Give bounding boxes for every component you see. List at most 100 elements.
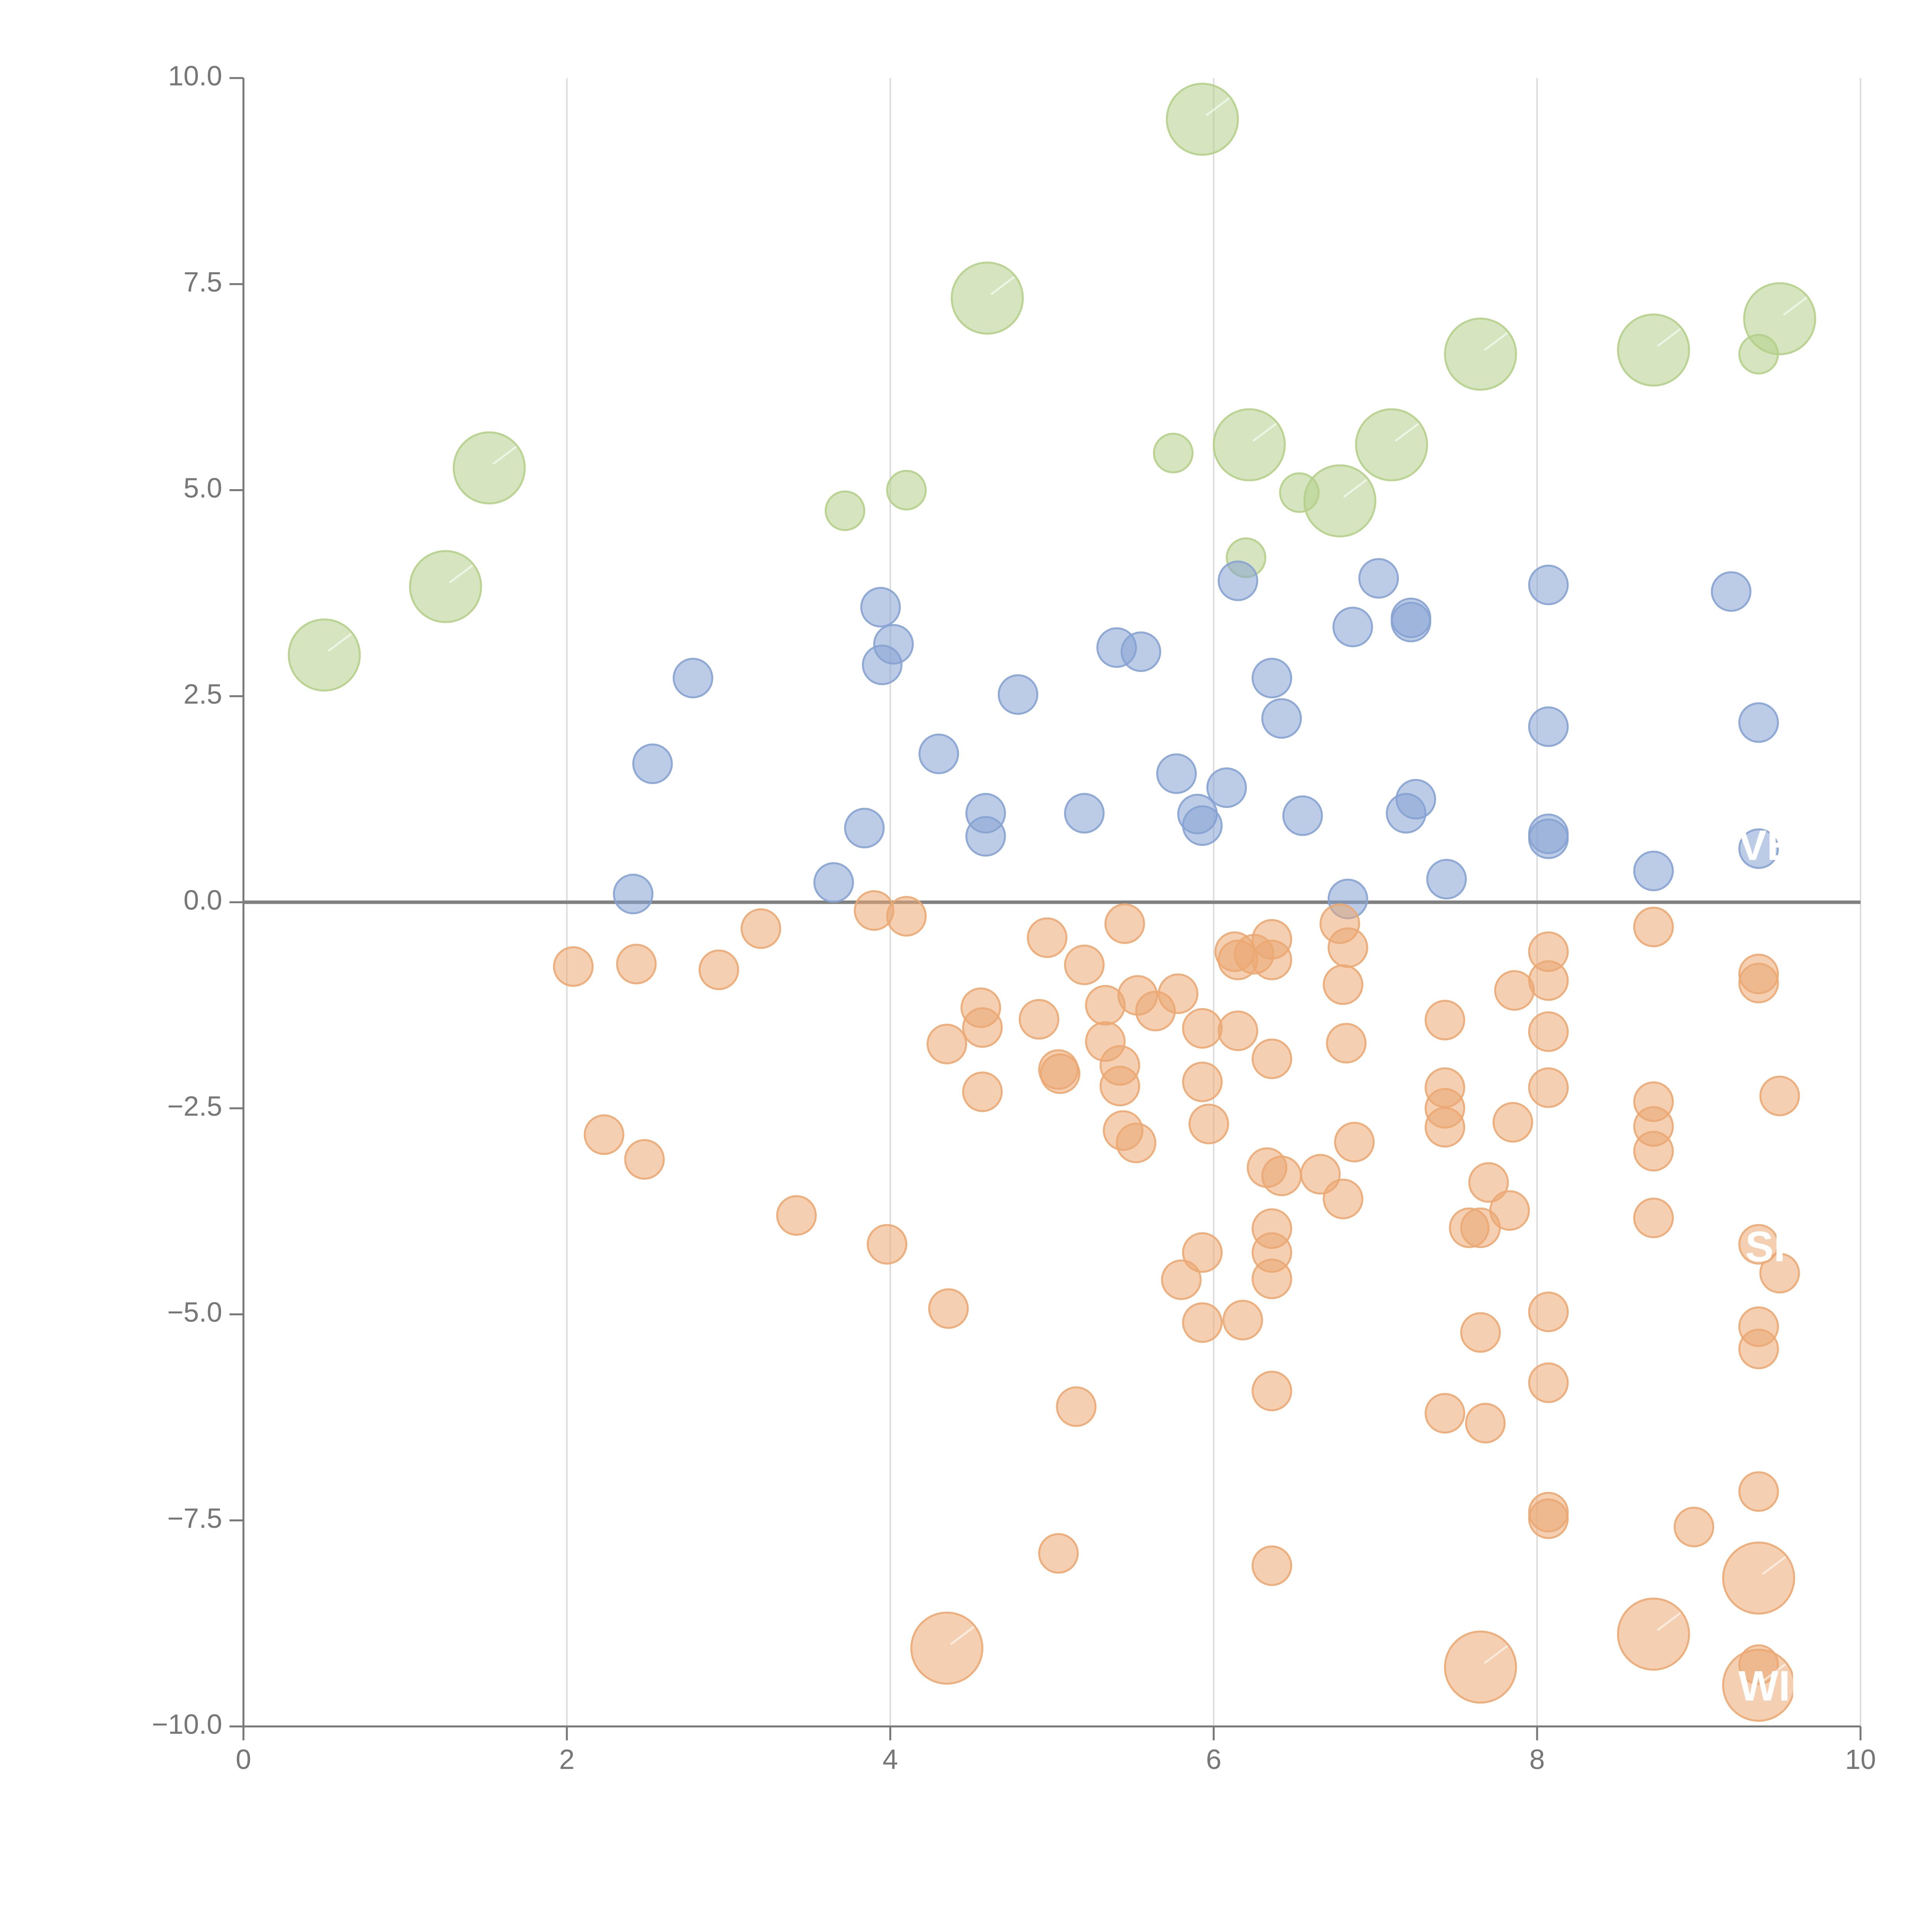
blue-point <box>1332 607 1373 648</box>
orange-point <box>867 1224 908 1265</box>
orange-point <box>1334 1122 1375 1163</box>
orange-point <box>1039 1053 1080 1094</box>
green-point <box>1444 318 1517 391</box>
orange-point <box>1056 1386 1097 1427</box>
orange-point <box>1252 939 1293 980</box>
blue-point <box>632 743 673 784</box>
orange-point <box>1528 1067 1569 1108</box>
y-tick-label: 5.0 <box>184 473 222 504</box>
orange-point <box>1759 1253 1800 1294</box>
green-point-tick <box>1206 97 1230 116</box>
blue-point <box>1252 658 1293 699</box>
orange-point <box>1738 1471 1779 1512</box>
orange-point <box>776 1195 817 1236</box>
orange-point <box>1182 1061 1223 1102</box>
blue-point <box>1633 850 1674 891</box>
blue-point <box>813 862 854 903</box>
orange-point <box>1182 1232 1223 1273</box>
orange-point <box>886 896 927 937</box>
orange-point <box>1528 1291 1569 1332</box>
y-tick-label: −10.0 <box>152 1709 222 1740</box>
orange-point <box>1161 1259 1202 1300</box>
orange-point <box>928 1288 969 1329</box>
orange-point <box>962 1071 1003 1112</box>
orange-point <box>1182 1008 1223 1049</box>
y-tick-label: −5.0 <box>167 1297 222 1328</box>
y-tick-label: 10.0 <box>168 61 222 92</box>
blue-point <box>1738 702 1779 743</box>
orange-point <box>1528 1498 1569 1539</box>
y-tick-label: −2.5 <box>167 1091 222 1122</box>
orange-point <box>1738 1224 1779 1265</box>
green-point-tick <box>1484 332 1509 351</box>
green-point <box>409 550 482 623</box>
orange-point <box>1528 1011 1569 1052</box>
orange-point <box>1252 1259 1293 1299</box>
orange-point <box>1460 1312 1501 1353</box>
green-point <box>1355 408 1428 481</box>
orange-point <box>1633 1131 1674 1172</box>
blue-point <box>965 816 1006 857</box>
orange-point <box>1327 927 1368 968</box>
y-tick-label: 2.5 <box>184 679 222 710</box>
orange-point <box>1722 1648 1795 1722</box>
orange-point <box>1673 1507 1714 1548</box>
blue-point <box>1528 818 1569 859</box>
x-tick-label: 2 <box>559 1744 575 1775</box>
blue-point <box>1391 602 1432 643</box>
orange-point <box>553 946 594 987</box>
orange-point <box>1424 1393 1465 1434</box>
blue-point <box>1121 631 1162 672</box>
green-point-tick <box>1395 423 1419 442</box>
x-tick-label: 0 <box>236 1744 251 1775</box>
orange-point <box>1528 960 1569 1001</box>
orange-point-tick <box>1762 1556 1786 1575</box>
blue-point <box>1528 706 1569 747</box>
green-point-tick <box>1252 423 1277 442</box>
orange-point <box>1528 1362 1569 1403</box>
orange-point <box>698 949 739 990</box>
blue-point <box>918 733 959 774</box>
blue-point <box>1182 805 1223 846</box>
orange-point <box>1323 1179 1364 1219</box>
blue-point <box>1528 565 1569 605</box>
orange-point <box>1252 1545 1293 1586</box>
orange-point <box>1261 1155 1302 1196</box>
orange-point <box>1738 1328 1779 1369</box>
data-points <box>287 83 1816 1722</box>
orange-point <box>1019 999 1060 1040</box>
orange-point <box>1633 906 1674 947</box>
orange-point <box>583 1114 624 1155</box>
orange-point <box>1158 973 1199 1014</box>
y-tick-label: −7.5 <box>167 1503 222 1534</box>
orange-point <box>1104 903 1145 944</box>
y-tick-label: 7.5 <box>184 267 222 298</box>
orange-point <box>1489 1190 1530 1231</box>
orange-point <box>926 1024 967 1065</box>
blue-point <box>844 808 885 849</box>
blue-point <box>1206 767 1247 808</box>
orange-point-tick <box>1762 1663 1786 1682</box>
green-point <box>1743 282 1816 355</box>
blue-point <box>1358 558 1399 599</box>
orange-point <box>1252 1038 1293 1079</box>
x-tick-label: 4 <box>883 1744 898 1775</box>
orange-point <box>1468 1162 1509 1203</box>
orange-point <box>1759 1075 1800 1116</box>
orange-point <box>740 908 781 949</box>
x-tick-label: 10 <box>1845 1744 1876 1775</box>
orange-point <box>1444 1630 1517 1704</box>
orange-point <box>1738 963 1779 1003</box>
green-point <box>1303 464 1376 537</box>
green-point-tick <box>1343 479 1367 498</box>
blue-point <box>873 624 914 665</box>
blue-point <box>1156 753 1197 794</box>
orange-point <box>1252 1371 1293 1412</box>
green-point-tick <box>1783 296 1808 316</box>
orange-point <box>1424 1000 1465 1041</box>
point-annotation: WIN <box>1738 1662 1821 1710</box>
green-point <box>886 470 927 510</box>
orange-point <box>1722 1541 1795 1615</box>
orange-point <box>1633 1197 1674 1238</box>
blue-point <box>613 874 654 915</box>
